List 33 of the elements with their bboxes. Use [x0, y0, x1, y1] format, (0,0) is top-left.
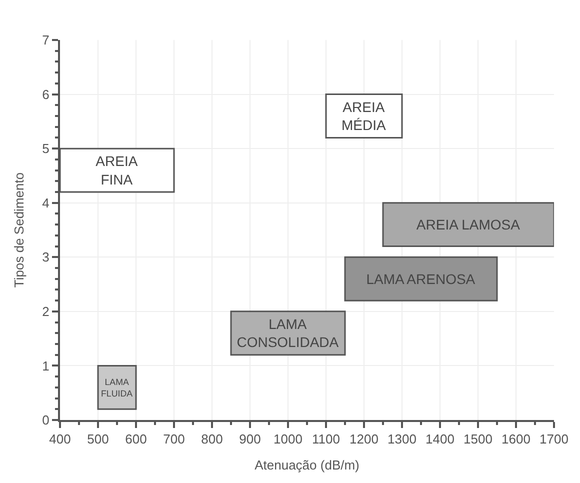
x-tick-label: 700: [163, 432, 185, 447]
x-tick-label: 500: [87, 432, 109, 447]
y-tick-label: 1: [42, 358, 50, 374]
y-tick-label: 5: [42, 141, 50, 156]
x-tick-label: 400: [49, 432, 71, 447]
series-label: AREIA FINA: [96, 153, 138, 188]
x-tick-label: 1000: [274, 432, 302, 447]
y-tick-label: 4: [42, 195, 50, 210]
x-tick-label: 1600: [502, 432, 530, 447]
x-tick-label: 1700: [540, 432, 568, 447]
y-tick-label: 6: [42, 86, 50, 102]
series-label: LAMA CONSOLIDADA: [236, 316, 340, 350]
y-tick-label: 3: [42, 250, 50, 265]
bar: [97, 364, 137, 410]
bar: [382, 202, 554, 248]
x-axis-title: Atenuação (dB/m): [254, 458, 360, 473]
series-label: LAMA ARENOSA: [366, 270, 476, 287]
y-tick-label: 0: [42, 412, 50, 428]
x-tick-label: 1500: [464, 432, 492, 447]
x-tick-label: 1300: [388, 432, 416, 447]
x-tick-label: 900: [239, 432, 261, 447]
x-tick-label: 1100: [312, 432, 340, 447]
y-tick-label: 2: [42, 304, 50, 319]
series-label: AREIA LAMOSA: [416, 216, 521, 233]
x-tick-label: 1200: [350, 432, 378, 447]
x-tick-label: 800: [201, 432, 223, 447]
series-label: AREIA MÉDIA: [342, 98, 386, 134]
series-label: LAMA FLUIDA: [101, 376, 133, 398]
y-axis-title: Tipos de Sedimento: [12, 172, 27, 288]
x-tick-label: 600: [125, 432, 147, 447]
bar: [344, 256, 498, 302]
x-tick-label: 1400: [426, 432, 454, 447]
y-tick-label: 7: [42, 32, 50, 48]
